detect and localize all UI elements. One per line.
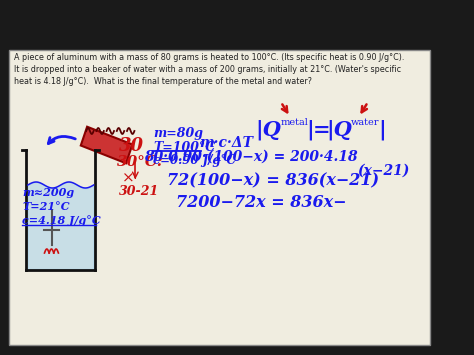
Text: 30-21: 30-21	[118, 185, 159, 198]
Text: metal: metal	[281, 118, 309, 127]
Text: =: =	[312, 120, 330, 140]
Text: 30°C:: 30°C:	[117, 155, 164, 169]
Text: ×: ×	[121, 171, 134, 185]
Text: c=4.18 J/g°C: c=4.18 J/g°C	[22, 215, 101, 226]
Text: water: water	[351, 118, 380, 127]
Bar	[9, 50, 430, 345]
Text: c=0.90 J/g°C: c=0.90 J/g°C	[153, 154, 236, 167]
Polygon shape	[81, 127, 132, 163]
Text: T=100°C: T=100°C	[153, 141, 215, 154]
Text: m=80g: m=80g	[153, 127, 203, 140]
Text: (x−21): (x−21)	[357, 164, 409, 178]
Text: 80·0.90·(100−x) = 200·4.18: 80·0.90·(100−x) = 200·4.18	[144, 150, 357, 164]
Text: A piece of aluminum with a mass of 80 grams is heated to 100°C. (Its specific he: A piece of aluminum with a mass of 80 gr…	[14, 53, 404, 86]
Text: |Q: |Q	[326, 120, 352, 141]
Text: 7200−72x = 836x−: 7200−72x = 836x−	[176, 194, 346, 211]
Text: m·c·ΔT: m·c·ΔT	[199, 136, 253, 150]
Text: |: |	[306, 120, 314, 141]
Text: |: |	[378, 120, 386, 141]
Text: |Q: |Q	[255, 120, 281, 141]
Text: m≈200g: m≈200g	[22, 187, 74, 198]
Text: 30: 30	[118, 137, 144, 155]
Text: T=21°C: T=21°C	[22, 201, 70, 212]
Text: 72(100−x) = 836(x−21): 72(100−x) = 836(x−21)	[167, 172, 379, 189]
